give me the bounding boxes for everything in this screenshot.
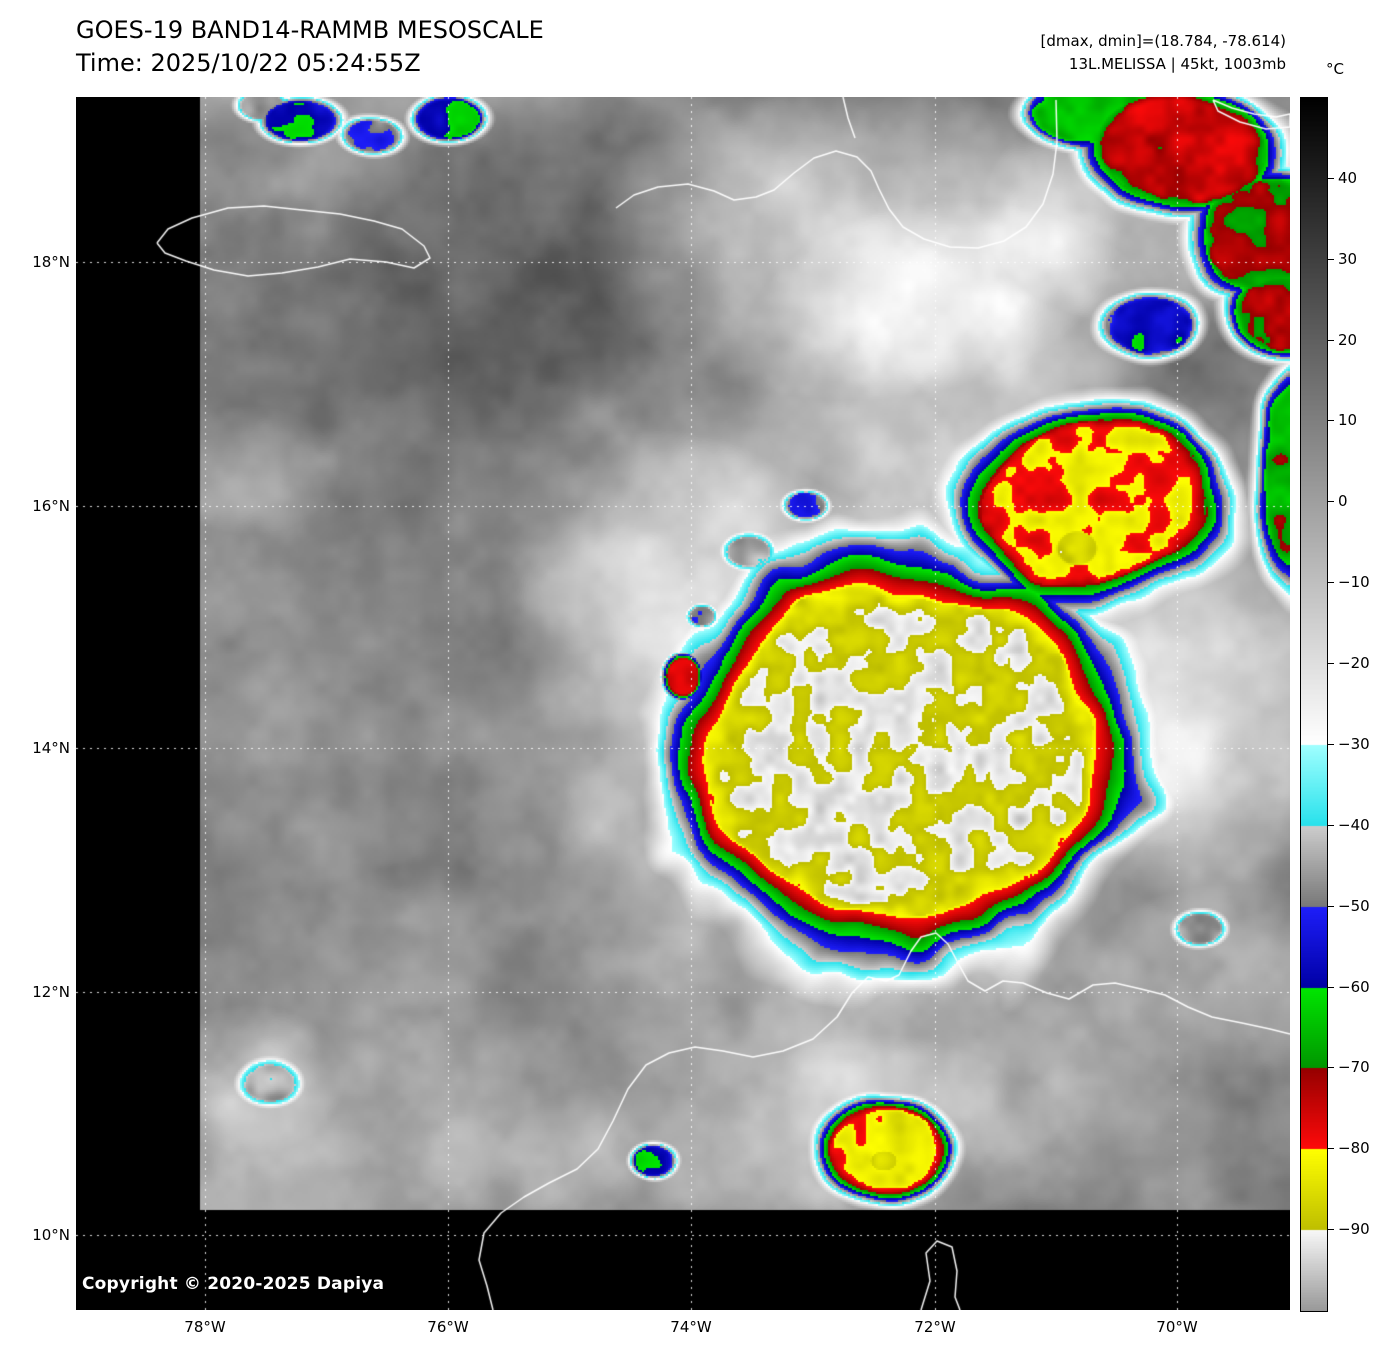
product-title: GOES-19 BAND14-RAMMB MESOSCALE [76,16,544,44]
lat-label: 14°N [32,739,70,757]
colorbar-tick-mark [1328,1067,1334,1068]
lat-label: 18°N [32,253,70,271]
colorbar-tick-label: 40 [1338,168,1358,187]
colorbar-tick-label: −40 [1338,815,1370,834]
colorbar-tick-mark [1328,744,1334,745]
timestamp: Time: 2025/10/22 05:24:55Z [76,49,421,78]
satellite-map [76,97,1290,1310]
colorbar-tick-label: −90 [1338,1220,1370,1239]
lon-label: 76°W [427,1318,469,1336]
lat-label: 16°N [32,497,70,515]
colorbar-tick-label: −20 [1338,654,1370,673]
storm-status: 13L.MELISSA | 45kt, 1003mb [1068,54,1286,73]
colorbar-tick-mark [1328,1148,1334,1149]
dmax-dmin-readout: [dmax, dmin]=(18.784, -78.614) [1040,32,1286,50]
colorbar-tick-label: −30 [1338,734,1370,753]
colorbar-tick-mark [1328,582,1334,583]
colorbar-tick-mark [1328,178,1334,179]
colorbar-tick-mark [1328,825,1334,826]
copyright-notice: Copyright © 2020-2025 Dapiya [82,1274,385,1294]
colorbar-tick-mark [1328,340,1334,341]
colorbar-tick-label: −50 [1338,896,1370,915]
colorbar-tick-mark [1328,987,1334,988]
colorbar-unit-label: °C [1326,60,1344,78]
colorbar [1300,97,1328,1312]
colorbar-tick-label: −70 [1338,1058,1370,1077]
lon-label: 74°W [670,1318,712,1336]
colorbar-tick-label: −80 [1338,1139,1370,1158]
colorbar-tick-label: −60 [1338,977,1370,996]
colorbar-tick-mark [1328,501,1334,502]
lon-label: 70°W [1156,1318,1198,1336]
colorbar-tick-mark [1328,906,1334,907]
colorbar-tick-mark [1328,259,1334,260]
lon-label: 72°W [914,1318,956,1336]
colorbar-tick-mark [1328,663,1334,664]
colorbar-tick-mark [1328,420,1334,421]
lat-label: 10°N [32,1226,70,1244]
colorbar-tick-label: 0 [1338,492,1348,511]
colorbar-tick-label: 20 [1338,330,1358,349]
lat-label: 12°N [32,983,70,1001]
colorbar-tick-label: −10 [1338,573,1370,592]
colorbar-tick-label: 30 [1338,249,1358,268]
lon-label: 78°W [184,1318,226,1336]
title-block: GOES-19 BAND14-RAMMB MESOSCALE Time: 202… [76,14,544,80]
colorbar-tick-label: 10 [1338,411,1358,430]
info-block: [dmax, dmin]=(18.784, -78.614) 13L.MELIS… [1041,30,1286,75]
colorbar-tick-mark [1328,1229,1334,1230]
